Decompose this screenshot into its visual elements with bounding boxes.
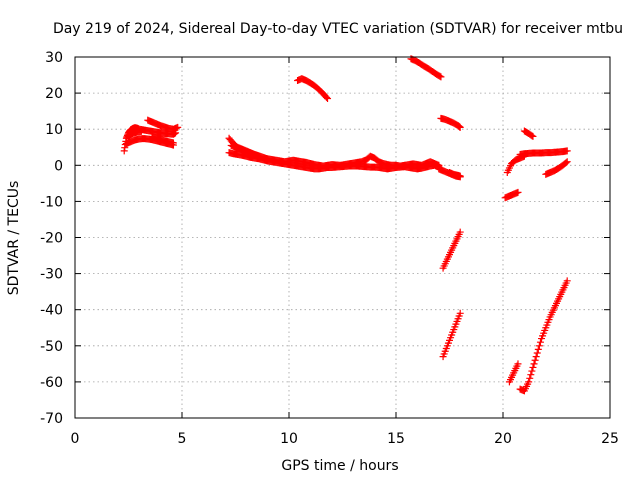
data-point (563, 158, 571, 166)
y-tick-label: -60 (40, 375, 63, 391)
data-point (525, 378, 533, 386)
data-point (174, 123, 182, 131)
y-tick-label: -50 (40, 339, 63, 355)
data-point (322, 93, 330, 101)
x-tick-label: 5 (178, 431, 187, 447)
data-point (528, 367, 536, 375)
data-point (456, 228, 464, 236)
data-point (514, 188, 522, 196)
y-tick-label: 20 (45, 86, 63, 102)
data-point (456, 172, 464, 180)
data-point (437, 73, 445, 81)
data-point (530, 360, 538, 368)
data-point (253, 151, 261, 159)
y-tick-label: -20 (40, 231, 63, 247)
x-tick-label: 20 (494, 431, 512, 447)
data-point (534, 345, 542, 353)
data-point (456, 309, 464, 317)
data-point (529, 132, 537, 140)
data-point (562, 159, 570, 167)
plot-frame (74, 56, 611, 419)
y-tick-label: -30 (40, 267, 63, 283)
y-axis-label: SDTVAR / TECUs (6, 181, 22, 296)
y-tick-label: 0 (54, 158, 63, 174)
x-axis-label: GPS time / hours (281, 458, 398, 474)
x-tick-label: 0 (71, 431, 80, 447)
data-point (563, 277, 571, 285)
y-tick-label: -10 (40, 194, 63, 210)
y-tick-labels: -70 -60 -50 -40 -30 -20 -10 0 10 20 30 (40, 50, 63, 427)
data-point (514, 360, 522, 368)
data-point (526, 374, 534, 382)
data-points (120, 55, 571, 395)
y-tick-label: -70 (40, 411, 63, 427)
data-point (535, 342, 543, 350)
y-tick-label: -40 (40, 303, 63, 319)
data-point (324, 95, 332, 103)
x-tick-label: 15 (387, 431, 405, 447)
x-tick-labels: 0 5 10 15 20 25 (71, 431, 619, 447)
x-tick-label: 25 (601, 431, 619, 447)
chart-title: Day 219 of 2024, Sidereal Day-to-day VTE… (53, 21, 623, 37)
x-tick-label: 10 (280, 431, 298, 447)
y-tick-label: 30 (45, 50, 63, 66)
data-point (436, 72, 444, 80)
y-tick-label: 10 (45, 122, 63, 138)
data-point (536, 338, 544, 346)
data-point (533, 349, 541, 357)
data-point (456, 123, 464, 131)
grid-lines (75, 57, 610, 418)
data-point (531, 356, 539, 364)
data-point (169, 139, 177, 147)
data-point (563, 147, 571, 155)
data-point (532, 353, 540, 361)
data-point (137, 127, 145, 135)
data-point (528, 132, 536, 140)
data-point (529, 363, 537, 371)
data-point (527, 371, 535, 379)
